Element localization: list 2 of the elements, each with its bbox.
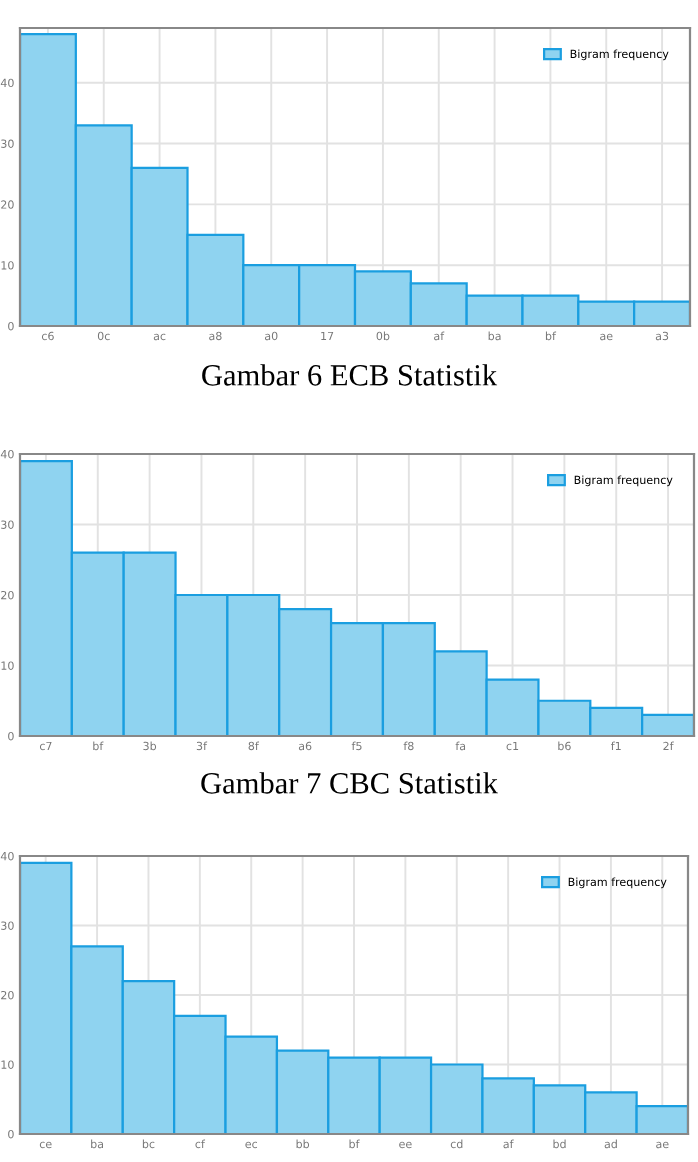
text: Gambar 6 ECB Statistik <box>202 364 498 386</box>
text: Gambar 7 CBC Statistik <box>201 772 498 794</box>
